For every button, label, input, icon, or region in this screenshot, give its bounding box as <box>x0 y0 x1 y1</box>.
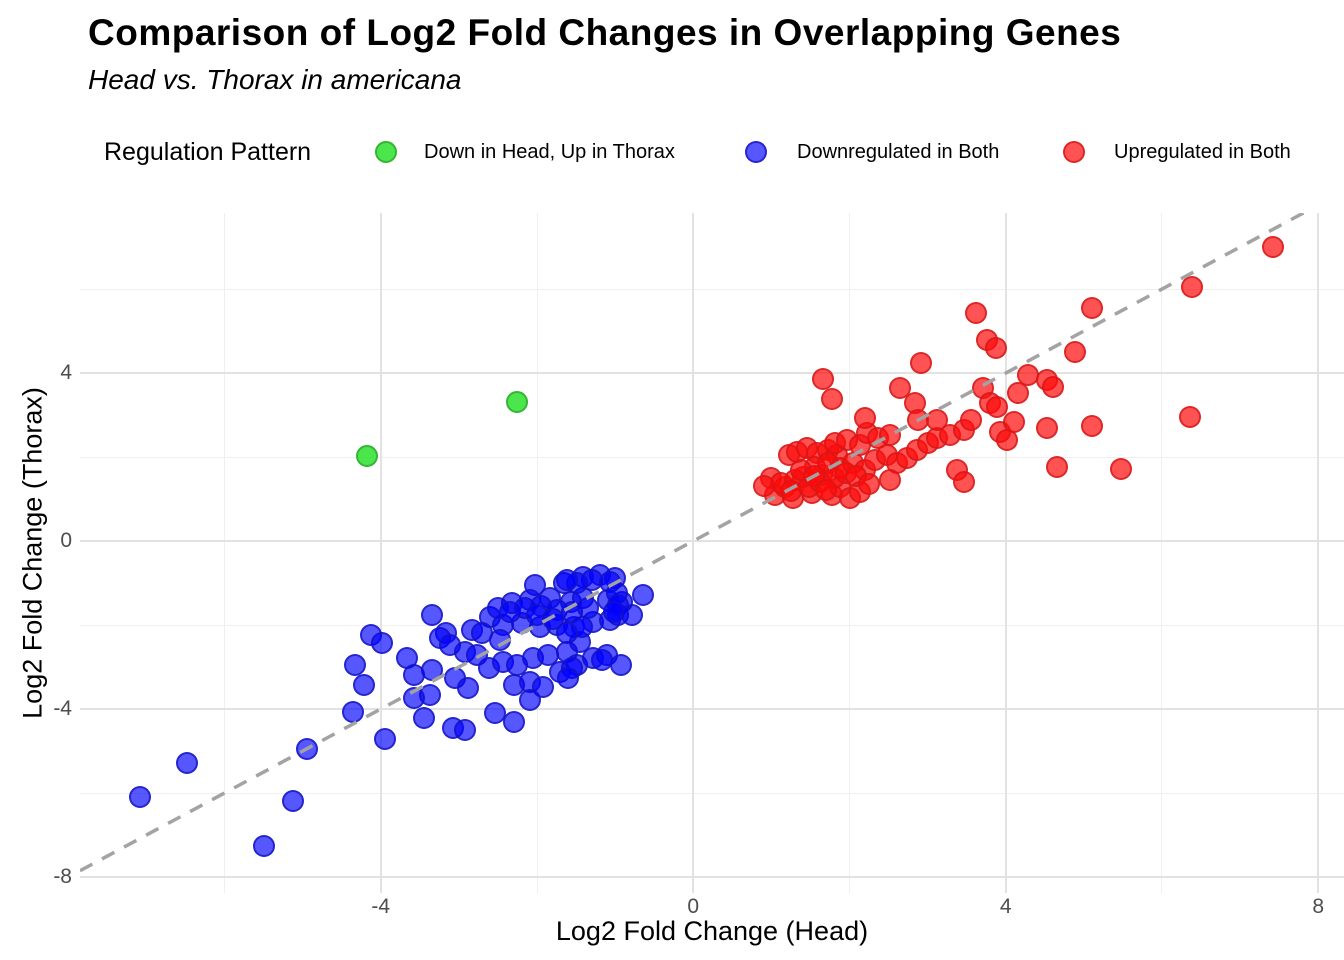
data-point-red <box>1041 375 1064 398</box>
legend-dot-red <box>1063 141 1085 163</box>
data-point-blue <box>282 790 305 813</box>
data-point-blue <box>402 687 425 710</box>
legend-label-green: Down in Head, Up in Thorax <box>424 141 675 163</box>
legend-title: Regulation Pattern <box>104 138 312 166</box>
data-point-blue <box>518 689 541 712</box>
y-tick-label: 4 <box>60 361 72 385</box>
chart-title: Comparison of Log2 Fold Changes in Overl… <box>88 12 1122 53</box>
data-point-red <box>1046 456 1069 479</box>
legend-label-red: Upregulated in Both <box>1114 141 1291 163</box>
data-point-red <box>1261 236 1284 259</box>
data-point-red <box>821 388 844 411</box>
gridline-major-y <box>80 372 1344 375</box>
data-point-blue <box>454 719 477 742</box>
data-point-red <box>1109 458 1132 481</box>
x-tick-label: 4 <box>999 895 1012 918</box>
x-axis-title: Log2 Fold Change (Head) <box>555 916 869 946</box>
gridline-minor-x <box>536 213 538 893</box>
data-point-red <box>879 424 902 447</box>
data-point-blue <box>590 648 613 671</box>
y-axis-title: Log2 Fold Change (Thorax) <box>17 387 48 719</box>
data-point-blue <box>576 597 599 620</box>
gridline-minor-x <box>1161 213 1163 893</box>
plot-panel <box>80 213 1344 893</box>
data-point-red <box>1036 417 1059 440</box>
gridline-major-y <box>80 876 1344 879</box>
data-point-red <box>858 473 881 496</box>
gridline-minor-x <box>848 213 850 893</box>
identity-reference-line <box>80 213 1305 873</box>
y-tick-label: -4 <box>53 697 72 721</box>
gridline-minor-y <box>80 288 1344 290</box>
data-point-blue <box>632 584 655 607</box>
gridline-major-x <box>692 213 695 893</box>
data-point-red <box>1180 275 1203 298</box>
data-point-red <box>811 367 834 390</box>
gridline-minor-y <box>80 456 1344 458</box>
y-tick-label: 0 <box>60 529 72 553</box>
data-point-blue <box>421 658 444 681</box>
data-point-red <box>1080 296 1103 319</box>
legend-dot-blue <box>745 141 767 163</box>
data-point-blue <box>352 674 375 697</box>
data-point-blue <box>557 666 580 689</box>
data-point-blue <box>252 834 275 857</box>
gridline-major-x <box>1317 213 1320 893</box>
data-point-red <box>952 471 975 494</box>
data-point-blue <box>412 706 435 729</box>
gridline-major-x <box>379 213 382 893</box>
data-point-blue <box>129 786 152 809</box>
data-point-blue <box>342 700 365 723</box>
data-point-red <box>1080 414 1103 437</box>
data-point-blue <box>371 632 394 655</box>
x-tick-label: 8 <box>1312 895 1325 918</box>
gridline-major-y <box>80 540 1344 543</box>
data-point-red <box>752 474 775 497</box>
data-point-red <box>1064 341 1087 364</box>
data-point-red <box>1002 411 1025 434</box>
data-point-blue <box>457 677 480 700</box>
x-tick-label: 0 <box>687 895 700 918</box>
data-point-red <box>984 336 1007 359</box>
gridline-major-y <box>80 708 1344 711</box>
data-point-red <box>1179 406 1202 429</box>
chart-subtitle: Head vs. Thorax in americana <box>88 64 462 95</box>
data-point-red <box>854 406 877 429</box>
x-tick-label: -4 <box>371 895 391 918</box>
data-point-green <box>506 391 529 413</box>
data-point-green <box>356 445 379 468</box>
data-point-blue <box>176 752 199 775</box>
gridline-minor-y <box>80 792 1344 794</box>
data-point-blue <box>555 622 578 645</box>
gridline-major-x <box>1004 213 1007 893</box>
legend-dot-green <box>375 141 397 163</box>
data-point-red <box>879 469 902 492</box>
data-point-red <box>925 409 948 432</box>
data-point-blue <box>373 727 396 750</box>
data-point-red <box>959 409 982 432</box>
data-point-blue <box>609 653 632 676</box>
data-point-blue <box>343 653 366 676</box>
gridline-minor-x <box>224 213 226 893</box>
data-point-red <box>909 351 932 374</box>
data-point-red <box>815 478 838 501</box>
data-point-red <box>965 301 988 324</box>
legend-label-blue: Downregulated in Both <box>797 141 1000 163</box>
data-point-blue <box>503 711 526 734</box>
data-point-blue <box>621 603 644 626</box>
data-point-blue <box>296 737 319 760</box>
gridline-minor-y <box>80 624 1344 626</box>
y-tick-label: -8 <box>53 865 72 889</box>
